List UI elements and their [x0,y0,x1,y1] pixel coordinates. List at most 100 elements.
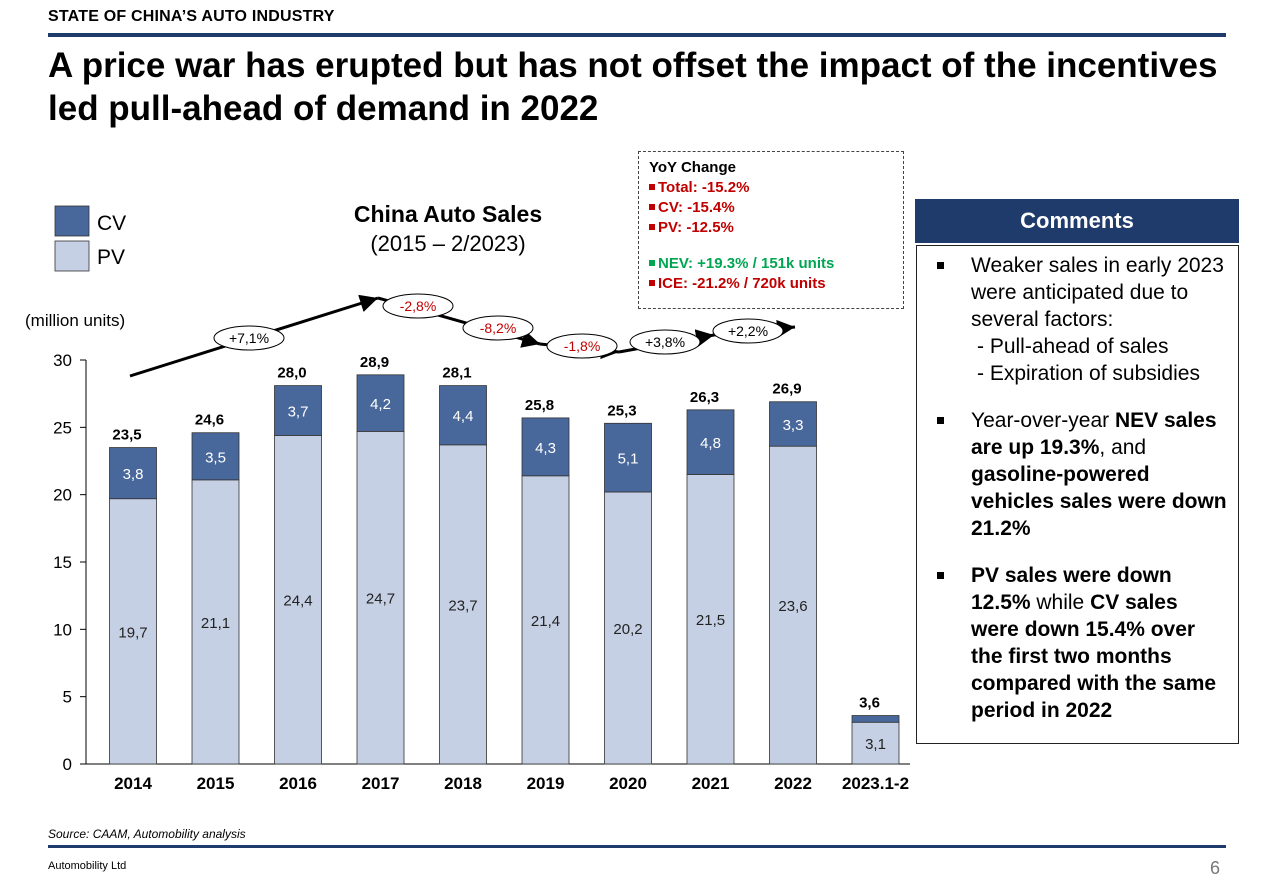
bar-label-pv: 24,4 [283,593,312,610]
x-tick-label: 2022 [774,774,812,793]
growth-bubble [382,293,454,319]
bar-label-cv: 3,3 [783,417,804,434]
bar-label-pv: 24,7 [366,591,395,608]
growth-bubble [629,329,701,355]
bar-cv [109,447,157,500]
yoy-line-ice: ICE: -21.2% / 720k units [649,274,893,294]
y-tick-label: 30 [53,351,72,370]
bar-pv [356,430,405,765]
bar-cv [439,385,487,446]
bar-label-cv: 4,4 [453,408,474,425]
growth-bubble [712,318,784,344]
bar-cv [191,432,240,481]
company-name: Automobility Ltd [48,860,127,872]
legend-label-pv: PV [97,246,125,269]
yoy-line-total: Total: -15.2% [649,178,893,198]
bar-label-cv: 4,3 [535,440,556,457]
source-note: Source: CAAM, Automobility analysis [48,827,246,841]
bar-label-cv: 3,7 [288,404,309,421]
x-tick-label: 2016 [279,774,317,793]
bar-total-label: 28,0 [277,365,306,382]
bar-total-label: 25,3 [607,402,636,419]
bar-label-cv: 3,8 [123,466,144,483]
bar-label-pv: 21,5 [696,612,725,629]
bar-label-cv: 5,1 [618,451,639,468]
bar-pv [109,498,157,765]
bar-total-label: 26,3 [690,389,719,406]
bar-total-label: 3,6 [859,695,880,712]
sales-chart: CV PV China Auto Sales (2015 – 2/2023) (… [25,201,910,793]
legend-swatch-pv [54,240,90,272]
growth-label: +2,2% [728,323,768,339]
y-tick-label: 25 [53,418,72,437]
bar-cv [521,417,570,477]
bar-label-pv: 20,2 [613,621,642,638]
bar-pv [769,445,817,765]
comment-sub-1: - Pull-ahead of sales [977,335,1169,358]
bar-label-cv: 3,5 [205,449,226,466]
bar-cv [274,385,322,436]
growth-bubble [213,325,285,351]
chart-legend: CV PV [54,205,126,272]
y-tick-label: 20 [53,486,72,505]
bar-label-cv: 4,8 [700,435,721,452]
yoy-line-cv: CV: -15.4% [649,198,893,218]
x-tick-label: 2023.1-2 [842,774,909,793]
bar-label-pv: 23,6 [778,598,807,615]
bar-total-label: 28,1 [442,365,471,382]
growth-label: -2,8% [400,298,437,314]
growth-label: +3,8% [645,334,685,350]
x-tick-label: 2014 [114,774,152,793]
legend-label-cv: CV [97,212,126,235]
bar-pv [686,474,735,765]
bar-pv [851,721,900,765]
section-kicker: STATE OF CHINA’S AUTO INDUSTRY [48,8,335,25]
yoy-line-nev: NEV: +19.3% / 151k units [649,254,893,274]
bar-pv [521,475,570,765]
bar-total-label: 24,6 [195,412,224,429]
x-tick-label: 2018 [444,774,482,793]
x-tick-label: 2015 [197,774,235,793]
comment-bullet-2: Year-over-year NEV sales are up 19.3%, a… [935,407,1228,542]
bar-label-pv: 19,7 [118,624,147,641]
bar-label-pv: 23,7 [448,597,477,614]
y-tick-label: 10 [53,620,72,639]
comments-panel: Weaker sales in early 2023 were anticipa… [916,245,1239,744]
bar-label-pv: 3,1 [865,736,886,753]
bottom-rule [48,845,1226,848]
bar-pv [439,444,487,765]
growth-bubble [462,315,534,341]
bar-pv [604,491,652,765]
bar-total-label: 28,9 [360,354,389,371]
x-tick-label: 2020 [609,774,647,793]
yoy-change-box: YoY Change Total: -15.2% CV: -15.4% PV: … [638,151,904,309]
legend-swatch-cv [54,205,90,237]
comment-bullet-1: Weaker sales in early 2023 were anticipa… [935,252,1228,387]
bar-label-cv: 4,2 [370,396,391,413]
bar-total-label: 26,9 [772,381,801,398]
top-rule [48,33,1226,37]
growth-bubble [546,333,618,359]
comment-bullet-3: PV sales were down 12.5% while CV sales … [935,562,1228,724]
comment-sub-2: - Expiration of subsidies [977,362,1200,385]
page-number: 6 [1210,858,1221,878]
chart-title: China Auto Sales [354,201,542,227]
bar-cv [604,422,652,493]
bar-cv [851,715,900,723]
comments-heading: Comments [915,199,1239,243]
bar-group: 19,7 3,8 23,5 2014 21,1 3,5 24,6 2015 24,4 3,7 28,… [109,354,909,793]
page-headline: A price war has erupted but has not offs… [48,46,1218,128]
bar-pv [274,435,322,765]
bar-cv [356,374,405,432]
bar-label-pv: 21,1 [201,615,230,632]
growth-label: +7,1% [229,330,269,346]
y-tick-label: 15 [53,553,72,572]
bullet-square-icon [937,417,944,424]
chart-subtitle: (2015 – 2/2023) [370,231,525,256]
x-tick-label: 2021 [692,774,730,793]
y-tick-label: 0 [63,755,72,774]
bar-cv [769,401,817,447]
yoy-heading: YoY Change [649,159,736,176]
bullet-square-icon [937,572,944,579]
y-axis: 0 5 10 15 20 25 30 [53,351,910,774]
